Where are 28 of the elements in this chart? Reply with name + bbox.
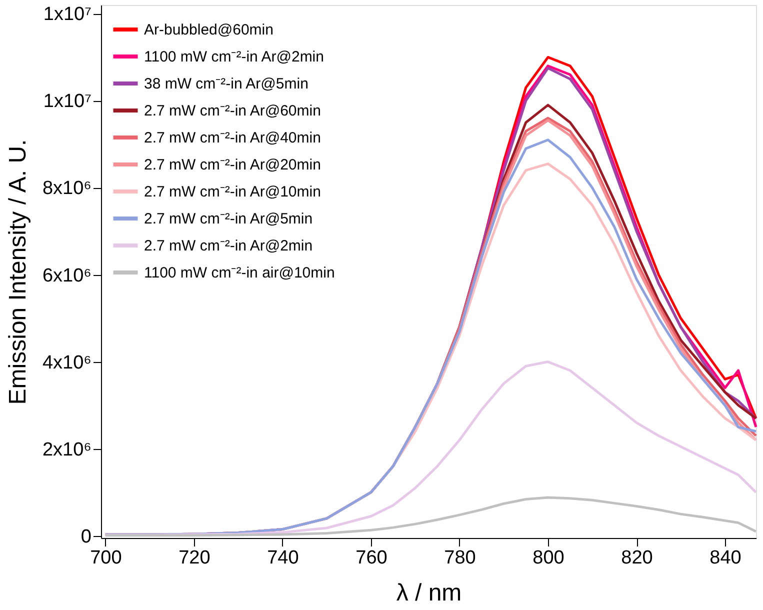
y-tick-label: 1x10⁷ <box>43 4 92 26</box>
x-axis-title: λ / nm <box>396 580 462 606</box>
legend-label: 2.7 mW cm⁻²-in Ar@60min <box>144 102 321 120</box>
x-tick-label: 740 <box>267 548 299 568</box>
legend-label: 2.7 mW cm⁻²-in Ar@10min <box>144 184 321 200</box>
x-tick-label: 840 <box>710 548 742 568</box>
y-tick-label: 0 <box>80 526 92 548</box>
x-tick-label: 720 <box>178 548 210 568</box>
y-axis-title: Emission Intensity / A. U. <box>4 139 32 405</box>
legend-label: 2.7 mW cm⁻²-in Ar@5min <box>144 210 313 228</box>
legend-label: 2.7 mW cm⁻²-in Ar@20min <box>144 156 321 174</box>
legend-label: 2.7 mW cm⁻²-in Ar@2min <box>144 238 313 254</box>
legend-label: 38 mW cm⁻²-in Ar@5min <box>144 76 308 92</box>
legend-label: 1100 mW cm⁻²-in Ar@2min <box>144 48 324 66</box>
x-tick-label: 820 <box>621 548 653 568</box>
x-tick-label: 700 <box>90 548 122 568</box>
y-tick-label: 1x10⁷ <box>43 91 92 112</box>
y-tick-label: 6x10⁶ <box>42 265 92 286</box>
y-tick-label: 4x10⁶ <box>42 352 92 374</box>
legend-label: 1100 mW cm⁻²-in air@10min <box>144 264 335 282</box>
x-tick-label: 780 <box>444 548 476 568</box>
x-tick-label: 760 <box>356 548 388 568</box>
x-tick-label: 800 <box>532 548 564 568</box>
legend-label: Ar-bubbled@60min <box>144 22 274 38</box>
legend-label: 2.7 mW cm⁻²-in Ar@40min <box>144 130 321 146</box>
line-series <box>104 496 758 537</box>
y-tick-label: 8x10⁶ <box>42 178 92 200</box>
y-tick-label: 2x10⁶ <box>42 439 92 460</box>
